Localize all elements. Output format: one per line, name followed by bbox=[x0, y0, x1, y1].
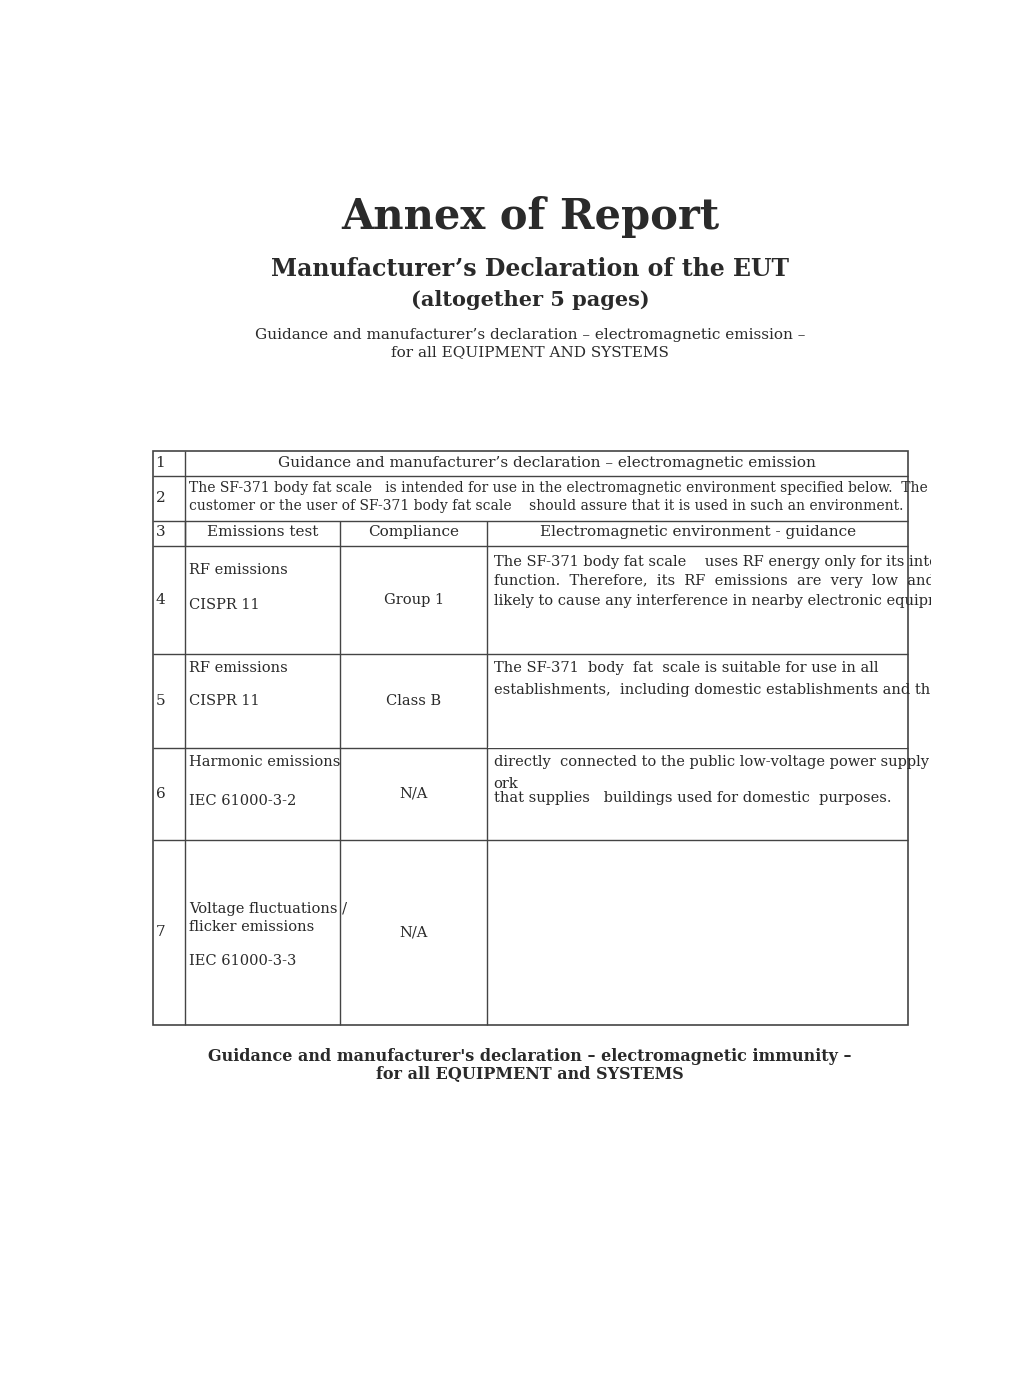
Text: Group 1: Group 1 bbox=[384, 593, 444, 607]
Text: Manufacturer’s Declaration of the EUT: Manufacturer’s Declaration of the EUT bbox=[271, 258, 789, 281]
Text: for all EQUIPMENT AND SYSTEMS: for all EQUIPMENT AND SYSTEMS bbox=[391, 345, 669, 359]
Bar bbox=[152, 452, 908, 1024]
Text: Emissions test: Emissions test bbox=[207, 525, 318, 539]
Text: Harmonic emissions: Harmonic emissions bbox=[189, 755, 340, 769]
Bar bbox=[488, 747, 908, 748]
Text: N/A: N/A bbox=[399, 787, 428, 801]
Text: 1: 1 bbox=[155, 456, 165, 470]
Text: The SF-371  body  fat  scale is suitable for use in all: The SF-371 body fat scale is suitable fo… bbox=[493, 661, 878, 675]
Text: for all EQUIPMENT and SYSTEMS: for all EQUIPMENT and SYSTEMS bbox=[376, 1066, 683, 1082]
Text: Class B: Class B bbox=[386, 694, 442, 708]
Text: Voltage fluctuations /: Voltage fluctuations / bbox=[189, 902, 347, 916]
Text: The SF-371 body fat scale    uses RF energy only for its internal: The SF-371 body fat scale uses RF energy… bbox=[493, 556, 967, 570]
Text: 4: 4 bbox=[155, 593, 165, 607]
Text: ork: ork bbox=[493, 778, 518, 791]
Text: (altogether 5 pages): (altogether 5 pages) bbox=[410, 290, 649, 309]
Text: likely to cause any interference in nearby electronic equipment.: likely to cause any interference in near… bbox=[493, 593, 970, 607]
Text: CISPR 11: CISPR 11 bbox=[189, 694, 260, 708]
Text: 5: 5 bbox=[155, 694, 165, 708]
Text: The SF-371 body fat scale   is intended for use in the electromagnetic environme: The SF-371 body fat scale is intended fo… bbox=[189, 481, 927, 495]
Text: that supplies   buildings used for domestic  purposes.: that supplies buildings used for domesti… bbox=[493, 791, 891, 805]
Text: Guidance and manufacturer’s declaration – electromagnetic emission: Guidance and manufacturer’s declaration … bbox=[278, 456, 816, 470]
Text: flicker emissions: flicker emissions bbox=[189, 920, 314, 934]
Text: directly  connected to the public low-voltage power supply  netw: directly connected to the public low-vol… bbox=[493, 755, 974, 769]
Text: RF emissions: RF emissions bbox=[189, 563, 287, 577]
Text: 2: 2 bbox=[155, 491, 165, 505]
Text: IEC 61000-3-2: IEC 61000-3-2 bbox=[189, 794, 296, 808]
Text: Guidance and manufacturer’s declaration – electromagnetic emission –: Guidance and manufacturer’s declaration … bbox=[254, 328, 805, 342]
Text: 3: 3 bbox=[155, 525, 165, 539]
Text: N/A: N/A bbox=[399, 926, 428, 940]
Text: CISPR 11: CISPR 11 bbox=[189, 599, 260, 613]
Text: function.  Therefore,  its  RF  emissions  are  very  low  and  are  not: function. Therefore, its RF emissions ar… bbox=[493, 574, 1002, 589]
Text: 7: 7 bbox=[155, 926, 165, 940]
Text: RF emissions: RF emissions bbox=[189, 661, 287, 675]
Text: Electromagnetic environment - guidance: Electromagnetic environment - guidance bbox=[540, 525, 856, 539]
Text: establishments,  including domestic establishments and those: establishments, including domestic estab… bbox=[493, 683, 954, 697]
Text: Compliance: Compliance bbox=[368, 525, 459, 539]
Text: customer or the user of SF-371 body fat scale    should assure that it is used i: customer or the user of SF-371 body fat … bbox=[189, 499, 904, 513]
Text: 6: 6 bbox=[155, 787, 165, 801]
Text: Annex of Report: Annex of Report bbox=[341, 195, 719, 237]
Text: IEC 61000-3-3: IEC 61000-3-3 bbox=[189, 954, 297, 967]
Text: Guidance and manufacturer's declaration – electromagnetic immunity –: Guidance and manufacturer's declaration … bbox=[208, 1048, 852, 1064]
